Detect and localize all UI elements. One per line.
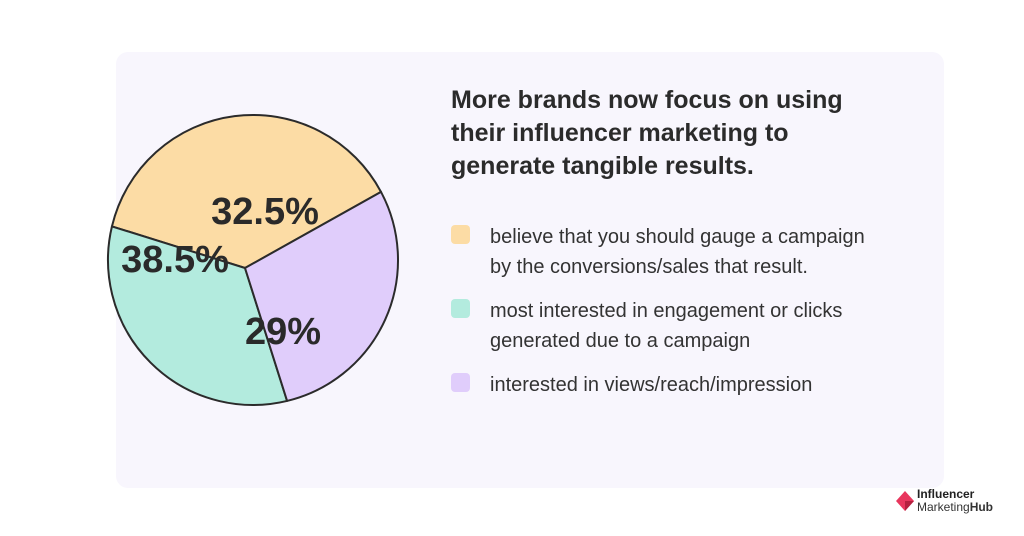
- legend-label-conversions: believe that you should gauge a campaign…: [490, 226, 865, 278]
- legend-item-conversions: believe that you should gauge a campaign…: [451, 222, 891, 282]
- brand-name-line2: MarketingHub: [917, 501, 993, 514]
- brand-diamond-icon: [896, 491, 914, 511]
- legend-swatch-conversions: [451, 225, 470, 244]
- pie-slice-engagement: [107, 225, 289, 406]
- pie-label-conversions: 38.5%: [121, 239, 229, 281]
- pie-label-views: 29%: [245, 311, 321, 353]
- pie-label-engagement: 32.5%: [211, 191, 319, 233]
- brand-name-marketing: Marketing: [917, 500, 970, 514]
- legend-swatch-engagement: [451, 299, 470, 318]
- chart-title: More brands now focus on using their inf…: [451, 86, 843, 180]
- pie-slice-conversions: [110, 114, 383, 269]
- pie-slice-views: [244, 190, 399, 402]
- legend-swatch-views: [451, 373, 470, 392]
- legend-item-views: interested in views/reach/impression: [451, 370, 891, 400]
- legend-label-engagement: most interested in engagement or clicks …: [490, 300, 843, 352]
- legend-label-views: interested in views/reach/impression: [490, 374, 813, 396]
- pie-chart: 38.5% 32.5% 29%: [107, 114, 399, 406]
- brand-name-line1: Influencer: [917, 487, 975, 501]
- legend-item-engagement: most interested in engagement or clicks …: [451, 296, 891, 356]
- legend: believe that you should gauge a campaign…: [451, 222, 891, 414]
- brand-name-hub: Hub: [969, 500, 994, 514]
- brand-logo: Influencer MarketingHub: [896, 488, 1018, 514]
